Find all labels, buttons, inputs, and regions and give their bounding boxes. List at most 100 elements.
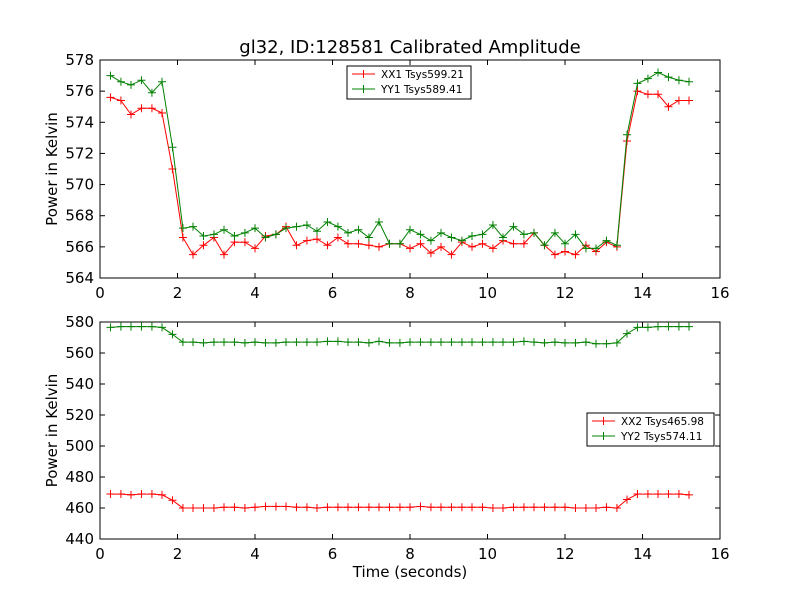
data-point (488, 221, 497, 230)
data-point (602, 339, 611, 348)
data-point (602, 503, 611, 512)
y-tick-label: 568 (65, 207, 94, 225)
y-tick-label: 572 (65, 144, 94, 162)
data-point (540, 503, 549, 512)
data-point (344, 338, 352, 347)
data-point (323, 217, 332, 226)
data-point (633, 87, 642, 96)
data-point (178, 224, 187, 233)
x-tick-label: 10 (478, 284, 497, 302)
data-point (654, 490, 662, 499)
data-point (561, 503, 569, 512)
data-point (685, 77, 693, 86)
legend-box (346, 65, 472, 100)
bottom-panel: 0 2 4 6 8 10 12 14 16 440 460 480 500 520 540 560 580 Pow… (43, 313, 730, 581)
data-point (240, 238, 249, 247)
data-point (633, 79, 642, 88)
data-point (406, 503, 414, 512)
data-point (292, 338, 301, 347)
data-point (674, 76, 683, 85)
data-point (364, 503, 373, 512)
data-point (664, 490, 673, 499)
data-point (488, 504, 497, 512)
data-point (447, 233, 456, 242)
data-point (261, 338, 270, 347)
data-point (643, 490, 652, 499)
data-point (654, 90, 662, 99)
legend-swatch-marker (359, 70, 368, 78)
x-axis-label: Time (seconds) (352, 563, 468, 581)
data-point (416, 239, 425, 248)
data-point (416, 338, 425, 347)
data-point (344, 239, 352, 248)
data-point (437, 338, 445, 347)
data-point (406, 338, 414, 347)
data-point (550, 250, 559, 259)
x-tick-label: 8 (405, 284, 415, 302)
data-point (364, 233, 373, 242)
data-point (302, 236, 311, 245)
data-point (561, 338, 569, 347)
data-point (375, 217, 383, 226)
data-point (571, 338, 580, 347)
data-point (509, 338, 518, 347)
data-point (106, 323, 115, 332)
y-tick-label: 520 (65, 406, 94, 424)
data-point (499, 233, 507, 242)
x-tick-label: 12 (555, 545, 574, 563)
data-point (137, 490, 146, 499)
data-point (271, 338, 280, 347)
data-point (499, 338, 507, 347)
data-point (189, 250, 197, 259)
data-point (354, 239, 363, 248)
data-point (561, 239, 569, 248)
data-point (457, 236, 466, 245)
data-point (612, 338, 621, 347)
data-point (643, 90, 652, 99)
data-point (168, 330, 177, 339)
data-point (220, 225, 228, 234)
data-point (364, 338, 373, 347)
data-point (664, 322, 673, 331)
data-point (313, 227, 321, 236)
y-tick-label: 580 (65, 313, 94, 331)
data-point (127, 80, 135, 89)
data-point (468, 231, 476, 240)
data-point (488, 244, 497, 253)
data-point (540, 241, 549, 250)
data-point (127, 322, 135, 331)
data-point (457, 338, 466, 347)
data-point (220, 338, 228, 347)
data-point (488, 338, 497, 347)
data-point (240, 228, 249, 237)
data-point (302, 221, 311, 230)
data-point (509, 222, 518, 231)
data-point (178, 338, 187, 347)
data-point (178, 233, 187, 242)
data-point (282, 502, 290, 511)
data-point (199, 504, 208, 512)
y-tick-label: 480 (65, 468, 94, 486)
data-point (633, 490, 642, 499)
data-point (654, 68, 662, 77)
data-point (271, 230, 280, 239)
data-point (147, 104, 156, 113)
data-point (375, 337, 383, 346)
data-point (292, 222, 301, 231)
data-point (581, 244, 590, 253)
data-point (158, 77, 166, 86)
data-point (199, 338, 208, 347)
top-panel: 0 2 4 6 8 10 12 14 16 564 566 568 570 572 574 576 578 Pow… (43, 51, 730, 302)
y-tick-label: 560 (65, 344, 94, 362)
data-point (364, 241, 373, 250)
data-point (385, 338, 394, 347)
data-point (137, 76, 146, 85)
data-point (395, 239, 404, 248)
data-point (199, 231, 208, 240)
data-point (313, 338, 321, 347)
data-point (323, 241, 332, 250)
data-point (468, 338, 476, 347)
data-point (240, 504, 249, 512)
data-point (530, 228, 538, 237)
y-axis-label: Power in Kelvin (43, 374, 61, 488)
